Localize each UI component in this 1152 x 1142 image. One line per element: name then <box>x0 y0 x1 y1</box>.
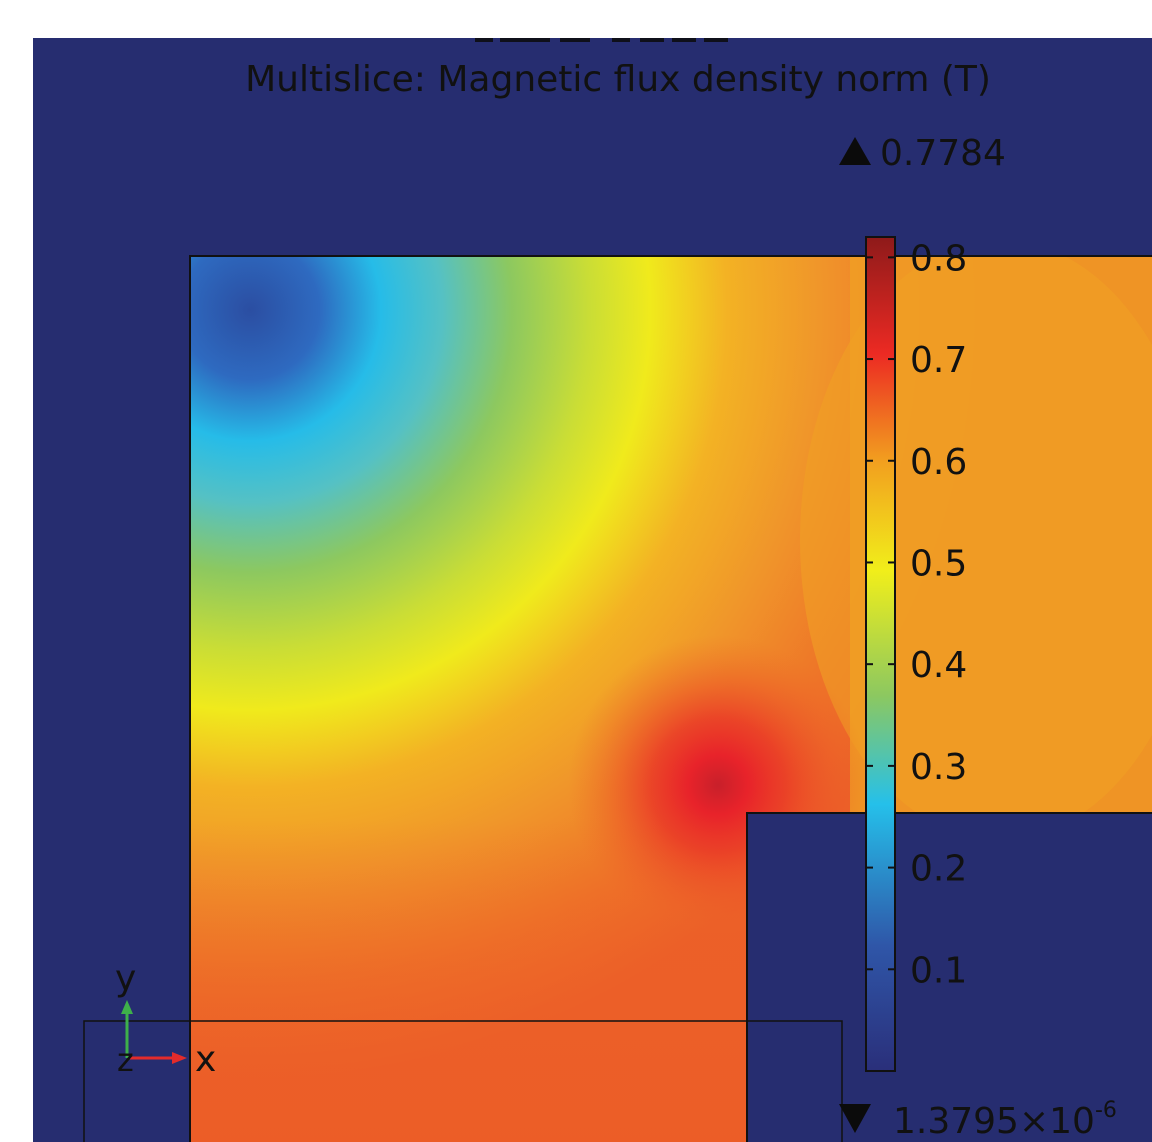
colorbar-tick-label: 0.4 <box>910 645 967 686</box>
colorbar-tick-label: 0.2 <box>910 849 967 890</box>
max-triangle-icon <box>839 137 871 165</box>
min-triangle-icon <box>839 1104 871 1133</box>
colorbar-tick-label: 0.5 <box>910 543 967 584</box>
axis-triad: y z x <box>115 958 216 1080</box>
flux-density-field <box>190 256 1152 1142</box>
notch-outline <box>746 812 1152 1142</box>
y-axis-label: y <box>115 958 136 999</box>
min-value: 1.3795×10-6 <box>893 1098 1117 1142</box>
clipped-header-fragment <box>475 38 728 42</box>
x-arrowhead-icon <box>172 1052 187 1064</box>
lower-block-outline <box>83 1020 843 1142</box>
colorbar-tick-label: 0.1 <box>910 950 967 991</box>
colorbar-tick-label: 0.6 <box>910 442 967 483</box>
colorbar-tick-label: 0.7 <box>910 340 967 381</box>
plot-title: Multislice: Magnetic flux density norm (… <box>245 59 991 100</box>
colorbar-tick-label: 0.8 <box>910 238 967 279</box>
max-value: 0.7784 <box>880 133 1006 174</box>
colorbar: 0.8 0.7 0.6 0.5 0.4 0.3 0.2 0.1 <box>865 236 967 1072</box>
colorbar-gradient <box>865 236 896 1072</box>
domain-outline <box>189 255 1152 1142</box>
y-arrowhead-icon <box>121 1000 133 1014</box>
colorbar-tick-label: 0.3 <box>910 747 967 788</box>
min-value-exponent: -6 <box>1095 1098 1117 1123</box>
z-axis-label: z <box>117 1041 134 1079</box>
colorbar-ticks: 0.8 0.7 0.6 0.5 0.4 0.3 0.2 0.1 <box>866 238 967 991</box>
x-axis-label: x <box>195 1039 216 1080</box>
min-value-mantissa: 1.3795×10 <box>893 1101 1095 1142</box>
